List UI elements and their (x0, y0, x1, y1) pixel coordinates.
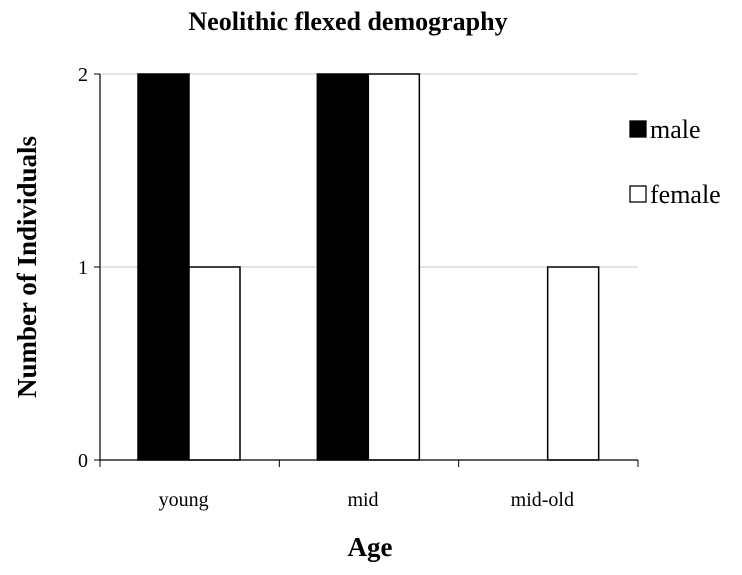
bars (137, 73, 600, 461)
x-category-label: mid (347, 489, 378, 511)
x-category-label: mid-old (511, 489, 574, 511)
legend-label-male: male (650, 115, 701, 144)
bar-female-mid (367, 73, 421, 461)
legend: male female (629, 115, 721, 209)
x-category-label: young (159, 489, 209, 511)
legend-swatch-female (629, 185, 647, 203)
x-category-labels: young mid mid-old (159, 489, 574, 511)
legend-swatch-male (629, 120, 647, 138)
y-tick-label: 2 (78, 64, 88, 86)
y-axis-title: Number of Individuals (12, 136, 42, 398)
legend-label-female: female (650, 180, 721, 209)
chart-title: Neolithic flexed demography (188, 7, 507, 36)
bar-female-mid-old (546, 266, 600, 461)
bar-female-young (188, 266, 241, 461)
y-tick-labels: 0 1 2 (78, 64, 88, 472)
y-tick-label: 0 (78, 450, 88, 472)
y-tick-label: 1 (78, 257, 88, 279)
x-axis-title: Age (348, 532, 393, 562)
bar-male-mid (316, 73, 370, 461)
bar-male-young (137, 73, 190, 461)
axes (94, 73, 639, 467)
